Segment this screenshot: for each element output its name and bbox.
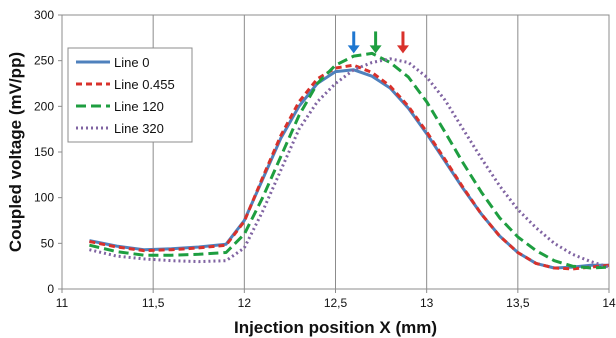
y-tick-label: 200 xyxy=(34,99,54,113)
series-lines xyxy=(89,51,610,271)
x-axis-title: Injection position X (mm) xyxy=(234,318,437,337)
legend-label: Line 0.455 xyxy=(114,77,175,92)
x-tick-label: 13 xyxy=(420,296,434,310)
legend-label: Line 120 xyxy=(114,99,164,114)
y-axis-ticks: 0 50 100 150 200 250 300 xyxy=(34,8,62,296)
series-line-line-120 xyxy=(89,51,610,270)
peak-arrow-head xyxy=(396,45,409,54)
legend: Line 0 Line 0.455 Line 120 Line 320 xyxy=(67,47,193,143)
legend-items: Line 0 Line 0.455 Line 120 Line 320 xyxy=(76,55,175,136)
y-axis-title: Coupled voltage (mV/pp) xyxy=(6,52,25,252)
x-axis-ticks: 11 11,5 12 12,5 13 13,5 14 xyxy=(56,289,616,310)
y-tick-label: 0 xyxy=(47,282,54,296)
series-line-line-0-455 xyxy=(89,63,610,271)
x-tick-label: 11 xyxy=(56,296,69,310)
x-tick-label: 14 xyxy=(602,296,616,310)
y-tick-label: 300 xyxy=(34,8,54,22)
legend-box xyxy=(67,47,193,143)
peak-arrow-head xyxy=(369,45,382,54)
y-tick-label: 50 xyxy=(41,236,55,250)
peak-arrow-head xyxy=(347,45,360,54)
series-line-line-320 xyxy=(89,57,610,269)
legend-label: Line 320 xyxy=(114,121,164,136)
y-tick-label: 100 xyxy=(34,191,54,205)
legend-label: Line 0 xyxy=(114,55,149,70)
y-tick-label: 150 xyxy=(34,145,54,159)
x-tick-label: 12 xyxy=(238,296,252,310)
peak-arrows xyxy=(347,31,409,54)
x-tick-label: 12,5 xyxy=(324,296,348,310)
x-tick-label: 13,5 xyxy=(506,296,530,310)
grid-lines xyxy=(152,15,519,289)
x-tick-label: 11,5 xyxy=(142,296,165,310)
y-tick-label: 250 xyxy=(34,54,54,68)
